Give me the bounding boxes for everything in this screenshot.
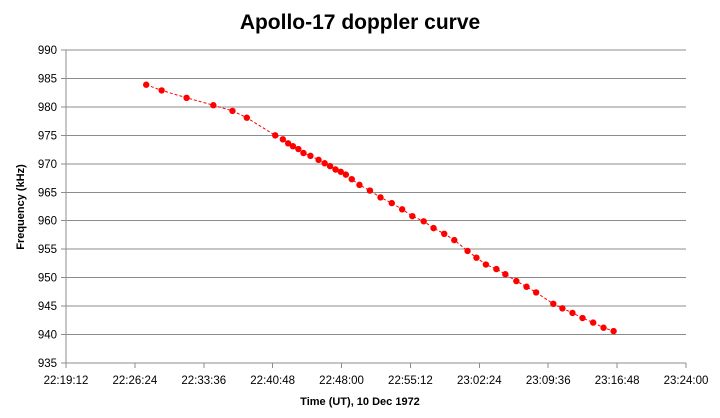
data-point (388, 199, 395, 207)
gridlines (61, 49, 687, 368)
data-point (600, 324, 607, 331)
data-point (409, 212, 416, 220)
y-tick-label: 935 (38, 358, 57, 370)
data-point (473, 254, 480, 261)
x-tick-label: 22:33:36 (181, 375, 226, 387)
data-point (464, 247, 471, 255)
y-tick-label: 940 (38, 330, 57, 342)
x-tick-label: 23:02:24 (457, 375, 502, 387)
data-point (337, 168, 344, 175)
x-tick-label: 22:40:48 (250, 375, 295, 387)
data-point (589, 319, 597, 326)
trend-line-path (146, 84, 614, 332)
x-axis-label: Time (UT), 10 Dec 1972 (300, 396, 420, 408)
data-point (321, 160, 328, 167)
data-point (143, 81, 150, 88)
data-point (315, 156, 322, 164)
data-point (243, 114, 251, 121)
y-axis-label: Frequency (kHz) (15, 164, 27, 250)
y-tick-label: 970 (38, 159, 57, 171)
chart-title: Apollo-17 doppler curve (240, 11, 480, 34)
data-point (579, 314, 586, 322)
data-point (366, 187, 374, 194)
data-point (295, 145, 302, 153)
data-point (289, 142, 297, 150)
data-point (272, 132, 279, 139)
data-point (398, 206, 406, 213)
data-point (502, 271, 509, 278)
y-tick-label: 965 (38, 187, 57, 199)
data-point (284, 140, 292, 147)
data-point (430, 224, 437, 232)
y-tick-label: 975 (38, 130, 57, 142)
data-point (451, 236, 458, 244)
x-tick-label: 23:09:36 (526, 375, 571, 387)
data-point (279, 136, 287, 143)
x-tick-label: 23:16:48 (595, 375, 640, 387)
y-tick-label: 955 (38, 244, 57, 256)
x-axis-tick-labels: 22:19:12 22:26:24 22:33:36 22:40:48 22:48:00… (44, 375, 709, 387)
data-point (523, 283, 530, 290)
data-point (550, 300, 557, 308)
x-tick-label: 22:48:00 (319, 375, 364, 387)
x-tick-label: 23:24:00 (664, 375, 709, 387)
data-point (229, 107, 236, 115)
data-point (482, 261, 490, 268)
y-tick-label: 960 (38, 216, 57, 228)
y-tick-label: 950 (38, 273, 57, 285)
data-point (377, 194, 384, 201)
data-point (420, 218, 427, 225)
data-point (356, 181, 363, 189)
data-point (348, 175, 355, 183)
x-tick-label: 22:19:12 (44, 375, 89, 387)
data-point (610, 327, 617, 335)
y-axis-tick-labels: 935 940 945 950 955 960 965 970 975 980 985 990 (38, 45, 57, 370)
data-points (143, 81, 617, 335)
data-point (441, 230, 448, 238)
data-point (300, 149, 307, 157)
data-point (183, 94, 190, 102)
data-point (559, 305, 566, 312)
data-point (493, 265, 500, 273)
data-point (532, 289, 540, 296)
data-point (307, 152, 314, 160)
data-point (326, 162, 334, 170)
y-tick-label: 990 (38, 45, 57, 57)
data-point (342, 171, 350, 178)
data-point (513, 277, 520, 285)
data-point (158, 87, 165, 94)
y-tick-label: 985 (38, 73, 57, 85)
data-point (210, 102, 217, 109)
trend-line (146, 84, 614, 332)
data-point (332, 166, 339, 173)
y-tick-label: 980 (38, 102, 57, 114)
data-point (569, 309, 576, 317)
y-tick-label: 945 (38, 301, 57, 313)
x-tick-label: 22:26:24 (113, 375, 158, 387)
x-tick-label: 22:55:12 (388, 375, 433, 387)
